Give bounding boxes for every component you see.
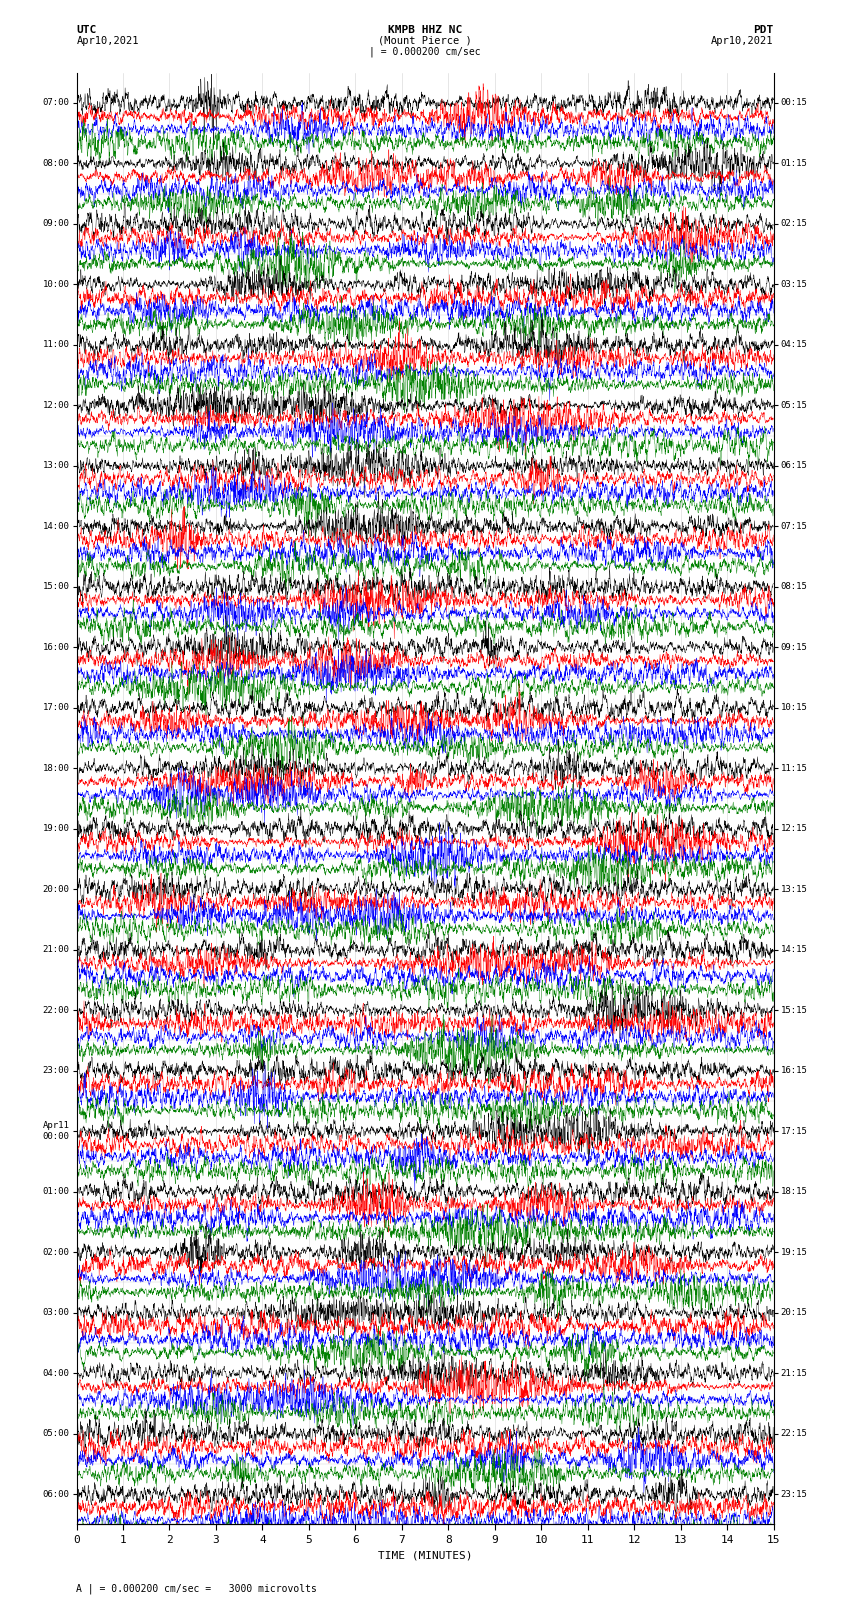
Text: Apr10,2021: Apr10,2021 <box>76 35 139 45</box>
Text: Apr10,2021: Apr10,2021 <box>711 35 774 45</box>
Text: KMPB HHZ NC: KMPB HHZ NC <box>388 24 462 35</box>
Text: | = 0.000200 cm/sec: | = 0.000200 cm/sec <box>369 47 481 58</box>
Text: PDT: PDT <box>753 24 774 35</box>
X-axis label: TIME (MINUTES): TIME (MINUTES) <box>377 1550 473 1560</box>
Text: A | = 0.000200 cm/sec =   3000 microvolts: A | = 0.000200 cm/sec = 3000 microvolts <box>76 1582 317 1594</box>
Text: UTC: UTC <box>76 24 97 35</box>
Text: (Mount Pierce ): (Mount Pierce ) <box>378 35 472 45</box>
